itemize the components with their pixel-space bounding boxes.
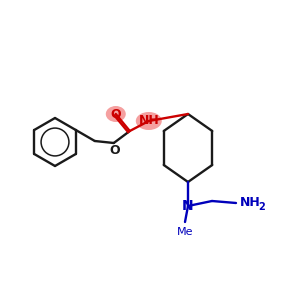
- Ellipse shape: [136, 112, 162, 130]
- Text: 2: 2: [258, 202, 265, 212]
- Text: O: O: [110, 107, 121, 121]
- Text: N: N: [182, 199, 194, 213]
- Text: Me: Me: [177, 227, 193, 237]
- Text: O: O: [110, 145, 120, 158]
- Text: NH: NH: [240, 196, 261, 208]
- Ellipse shape: [106, 106, 126, 122]
- Text: NH: NH: [138, 115, 159, 128]
